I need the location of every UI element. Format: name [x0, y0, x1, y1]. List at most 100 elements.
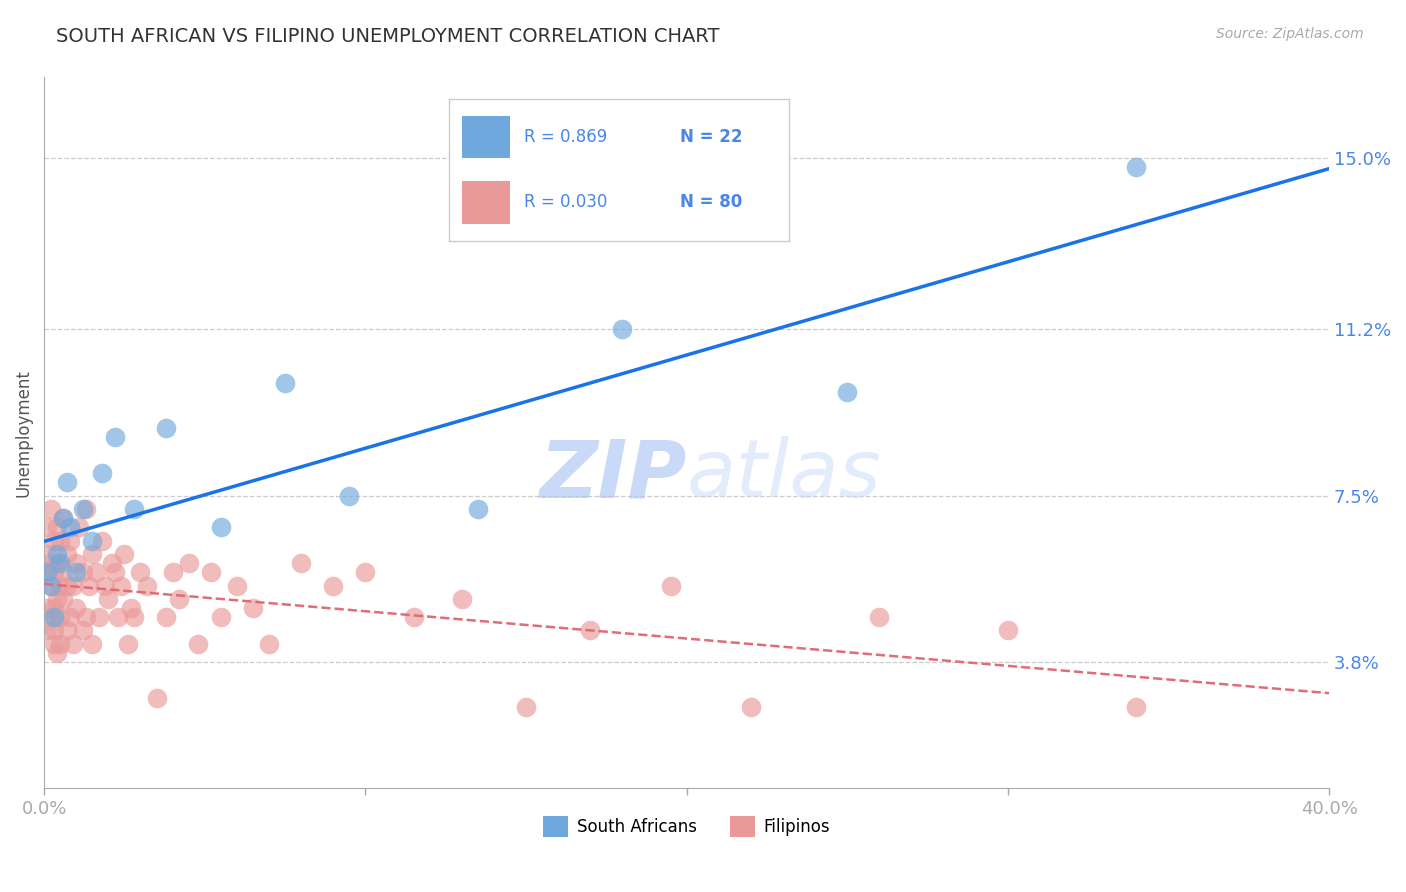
Point [110, 578, 132, 592]
Point [59, 533, 82, 548]
Point [42, 610, 65, 624]
Point [46, 646, 69, 660]
Point [55, 547, 77, 561]
Point [42, 565, 65, 579]
Point [90, 466, 112, 480]
Point [55, 624, 77, 638]
Y-axis label: Unemployment: Unemployment [15, 368, 32, 497]
Point [69, 520, 91, 534]
Point [37, 565, 59, 579]
Point [52, 565, 75, 579]
Point [52, 511, 75, 525]
Point [515, 699, 537, 714]
Point [49, 556, 72, 570]
Point [402, 610, 425, 624]
Point [450, 592, 472, 607]
Point [467, 502, 489, 516]
Point [37, 520, 59, 534]
Point [242, 601, 264, 615]
Point [122, 502, 145, 516]
Point [59, 610, 82, 624]
Point [659, 578, 682, 592]
Point [209, 520, 232, 534]
Point [84, 565, 107, 579]
Point [290, 556, 312, 570]
Point [209, 610, 232, 624]
Point [868, 610, 890, 624]
Point [274, 376, 297, 391]
Point [187, 637, 209, 651]
Point [49, 637, 72, 651]
Point [72, 502, 94, 516]
Point [1125, 699, 1147, 714]
Point [46, 592, 69, 607]
Point [62, 637, 84, 651]
Point [337, 489, 360, 503]
Point [55, 578, 77, 592]
Point [107, 610, 129, 624]
Point [77, 578, 100, 592]
Point [257, 637, 280, 651]
Legend: South Africans, Filipinos: South Africans, Filipinos [537, 810, 837, 844]
Point [322, 578, 344, 592]
Point [39, 578, 62, 592]
Point [37, 565, 59, 579]
Point [135, 578, 157, 592]
Point [72, 624, 94, 638]
Text: SOUTH AFRICAN VS FILIPINO UNEMPLOYMENT CORRELATION CHART: SOUTH AFRICAN VS FILIPINO UNEMPLOYMENT C… [56, 27, 720, 45]
Point [167, 592, 190, 607]
Point [120, 601, 142, 615]
Point [49, 533, 72, 548]
Point [75, 610, 97, 624]
Point [49, 578, 72, 592]
Point [39, 502, 62, 516]
Point [42, 601, 65, 615]
Point [49, 610, 72, 624]
Point [122, 610, 145, 624]
Point [52, 592, 75, 607]
Text: atlas: atlas [686, 436, 882, 515]
Point [39, 610, 62, 624]
Point [155, 421, 177, 435]
Point [82, 637, 104, 651]
Point [100, 556, 122, 570]
Point [46, 556, 69, 570]
Point [1125, 161, 1147, 175]
Point [42, 624, 65, 638]
Point [94, 578, 117, 592]
Point [117, 637, 139, 651]
Point [90, 533, 112, 548]
Point [129, 565, 152, 579]
Point [52, 511, 75, 525]
Point [145, 690, 167, 705]
Point [37, 601, 59, 615]
Point [55, 475, 77, 489]
Point [354, 565, 377, 579]
Point [72, 565, 94, 579]
Text: Source: ZipAtlas.com: Source: ZipAtlas.com [1216, 27, 1364, 41]
Point [65, 565, 87, 579]
Point [225, 578, 247, 592]
Point [65, 556, 87, 570]
Point [162, 565, 184, 579]
Point [837, 385, 859, 400]
Point [42, 637, 65, 651]
Point [612, 322, 634, 336]
Point [39, 556, 62, 570]
Point [46, 520, 69, 534]
Text: ZIP: ZIP [538, 436, 686, 515]
Point [97, 592, 120, 607]
Point [37, 624, 59, 638]
Point [37, 547, 59, 561]
Point [997, 624, 1019, 638]
Point [39, 578, 62, 592]
Point [59, 520, 82, 534]
Point [579, 624, 602, 638]
Point [155, 610, 177, 624]
Point [104, 430, 127, 444]
Point [177, 556, 200, 570]
Point [42, 533, 65, 548]
Point [104, 565, 127, 579]
Point [75, 502, 97, 516]
Point [200, 565, 222, 579]
